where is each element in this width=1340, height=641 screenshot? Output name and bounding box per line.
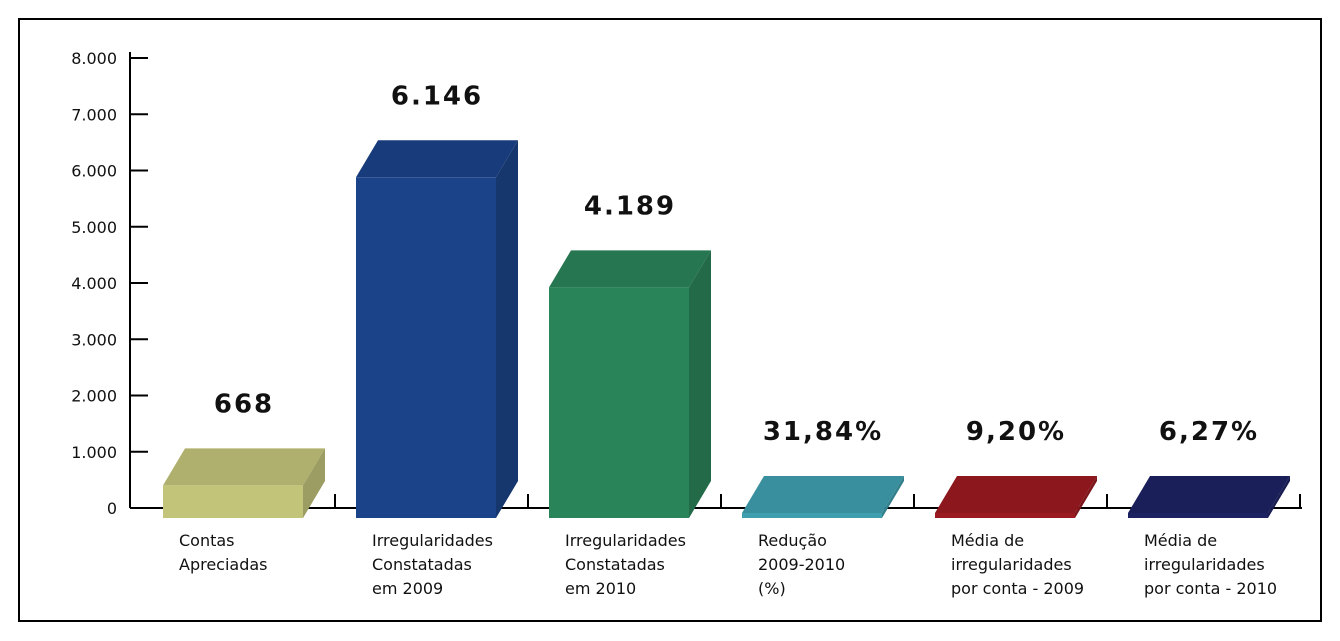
value-label: 668 xyxy=(214,389,274,419)
bar xyxy=(549,250,711,518)
value-label: 4.189 xyxy=(584,191,676,221)
bar xyxy=(163,448,325,518)
bar-top xyxy=(356,140,518,178)
y-tick-label: 1.000 xyxy=(71,443,117,462)
x-tick-label: Irregularidades xyxy=(372,531,493,550)
bar-front xyxy=(742,513,882,518)
bar-front xyxy=(549,287,689,518)
bar-side xyxy=(1075,476,1097,518)
bar xyxy=(742,476,904,518)
y-tick-label: 3.000 xyxy=(71,330,117,349)
y-tick-label: 7.000 xyxy=(71,105,117,124)
bar-top xyxy=(742,476,904,513)
bar-side xyxy=(496,140,518,518)
x-tick-label: irregularidades xyxy=(951,555,1072,574)
bar-side xyxy=(689,250,711,518)
bar-top xyxy=(163,448,325,486)
x-tick-label: 2009-2010 xyxy=(758,555,845,574)
bar xyxy=(935,476,1097,518)
value-label: 6.146 xyxy=(391,81,483,111)
bar-front xyxy=(356,177,496,518)
x-tick-label: em 2009 xyxy=(372,579,443,598)
bar-front xyxy=(163,485,303,518)
x-tick-label: Irregularidades xyxy=(565,531,686,550)
x-tick-label: Contas xyxy=(179,531,235,550)
x-tick-label: (%) xyxy=(758,579,786,598)
value-label: 6,27% xyxy=(1159,417,1259,447)
y-tick-label: 8.000 xyxy=(71,49,117,68)
bar-side xyxy=(303,448,325,518)
bar-top xyxy=(935,476,1097,513)
x-tick-label: Apreciadas xyxy=(179,555,268,574)
x-tick-label: em 2010 xyxy=(565,579,636,598)
y-tick-label: 2.000 xyxy=(71,387,117,406)
x-tick-label: Constatadas xyxy=(565,555,665,574)
x-tick-label: por conta - 2010 xyxy=(1144,579,1277,598)
y-tick-label: 4.000 xyxy=(71,274,117,293)
x-tick-label: Média de xyxy=(951,531,1024,550)
y-tick-label: 6.000 xyxy=(71,162,117,181)
y-tick-label: 5.000 xyxy=(71,218,117,237)
bar-front xyxy=(1128,513,1268,518)
bar-top xyxy=(549,250,711,288)
value-label: 31,84% xyxy=(763,417,883,447)
bar-side xyxy=(1268,476,1290,518)
y-tick-label: 0 xyxy=(107,499,117,518)
x-tick-label: por conta - 2009 xyxy=(951,579,1084,598)
frame xyxy=(18,18,1322,622)
x-tick-label: Constatadas xyxy=(372,555,472,574)
bar xyxy=(1128,476,1290,518)
bar-top xyxy=(1128,476,1290,513)
x-tick-label: irregularidades xyxy=(1144,555,1265,574)
bar xyxy=(356,140,518,518)
bar-side xyxy=(882,476,904,518)
bar-front xyxy=(935,513,1075,518)
x-tick-label: Média de xyxy=(1144,531,1217,550)
x-tick-label: Redução xyxy=(758,531,827,550)
value-label: 9,20% xyxy=(966,417,1066,447)
